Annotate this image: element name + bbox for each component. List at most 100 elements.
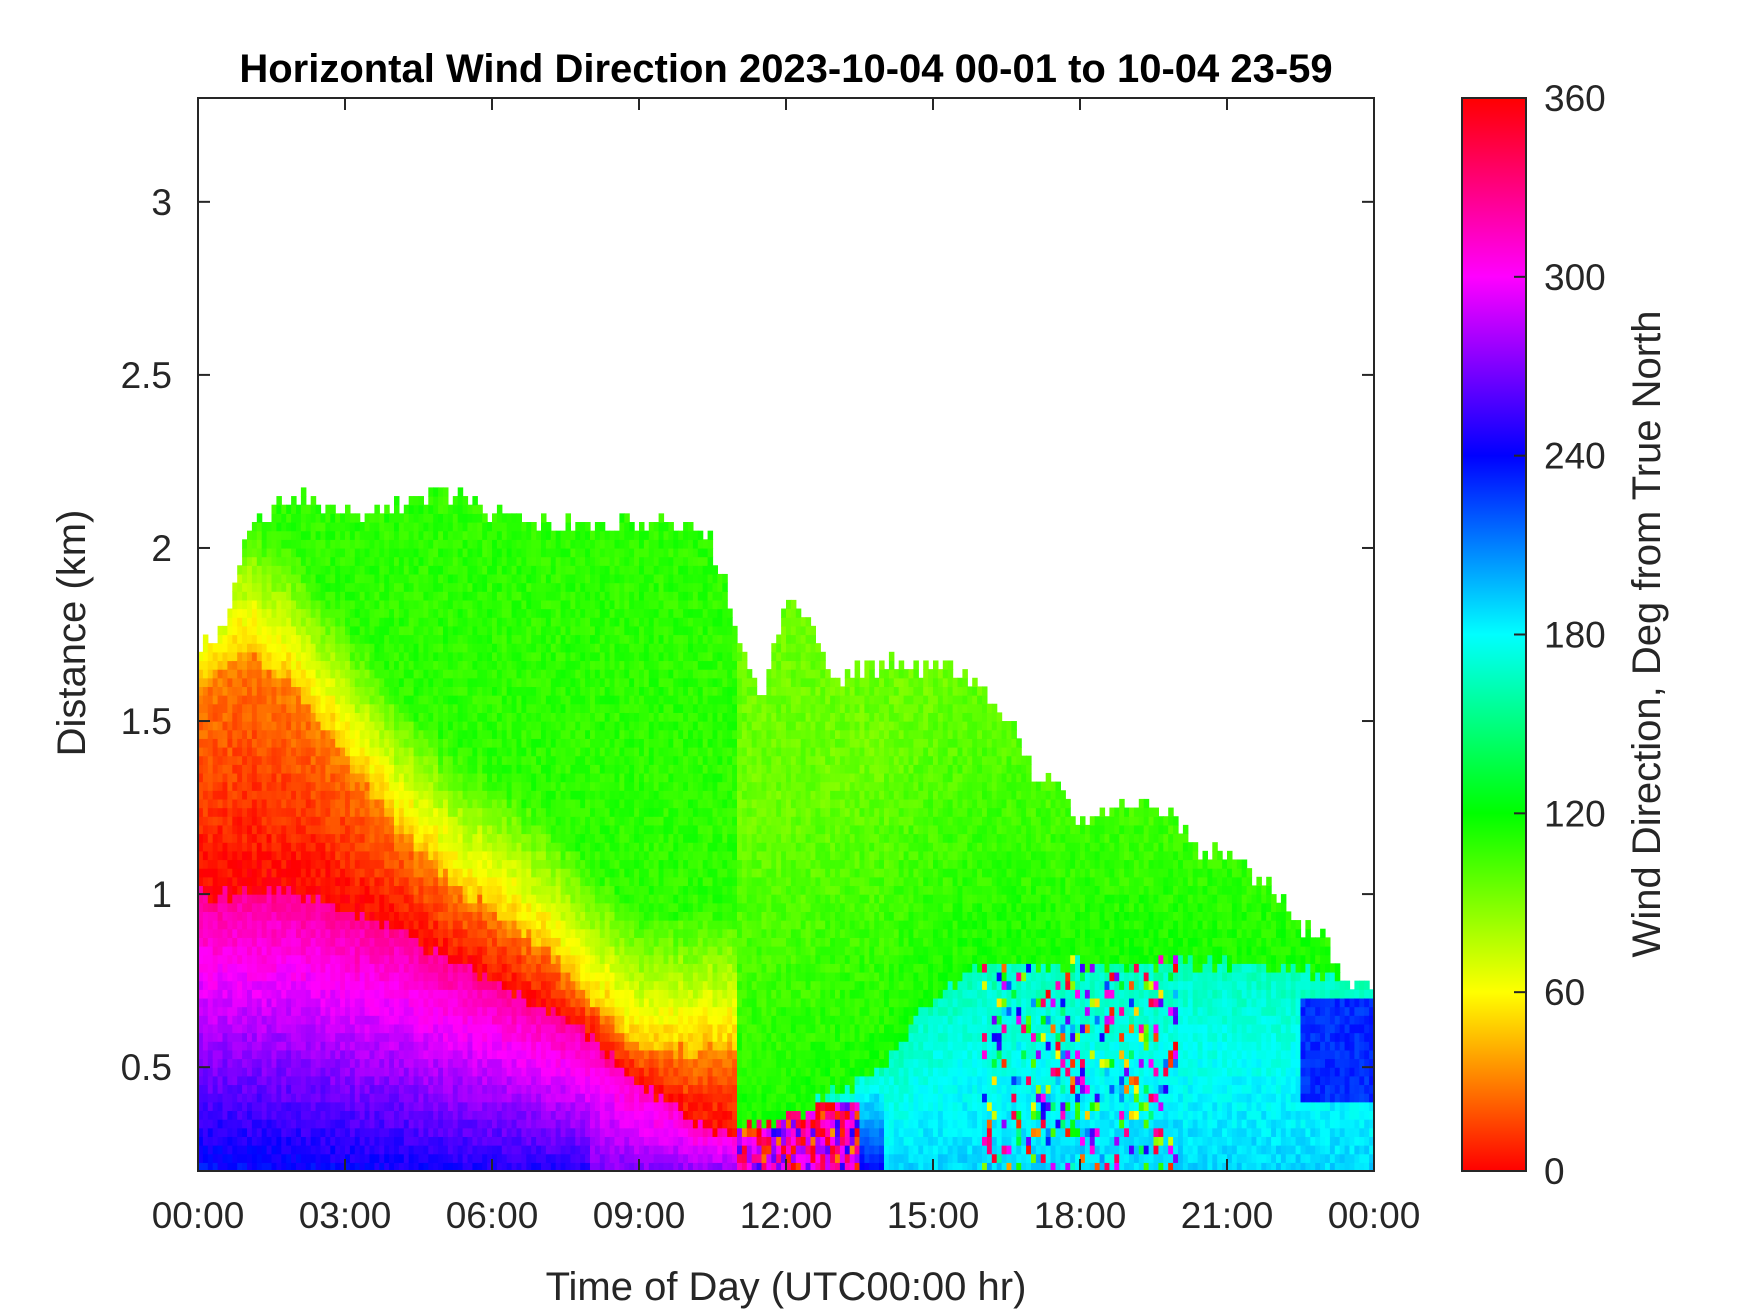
heatmap-cell — [433, 885, 439, 895]
heatmap-cell — [325, 902, 331, 912]
heatmap-cell — [315, 902, 322, 912]
heatmap-cell — [276, 764, 282, 774]
heatmap-cell — [198, 842, 204, 852]
heatmap-cell — [232, 591, 238, 601]
heatmap-cell — [237, 686, 243, 696]
heatmap-cell — [374, 599, 380, 610]
heatmap-cell — [413, 816, 420, 826]
heatmap-cell — [472, 980, 478, 990]
heatmap-cell — [310, 1041, 317, 1051]
heatmap-cell — [291, 963, 297, 973]
heatmap-cell — [291, 677, 297, 688]
heatmap-cell — [335, 859, 341, 869]
heatmap-cell — [408, 850, 415, 861]
heatmap-cell — [276, 695, 282, 705]
heatmap-cell — [242, 1023, 248, 1034]
heatmap-cell — [369, 1006, 375, 1016]
heatmap-cell — [438, 1101, 444, 1112]
heatmap-cell — [276, 1075, 282, 1086]
heatmap-cell — [511, 729, 518, 739]
heatmap-cell — [266, 1145, 273, 1155]
heatmap-cell — [482, 807, 488, 817]
heatmap-cell — [335, 530, 341, 540]
heatmap-cell — [305, 1084, 312, 1094]
heatmap-cell — [242, 816, 248, 826]
heatmap-cell — [340, 963, 346, 973]
heatmap-cell — [482, 894, 488, 904]
heatmap-cell — [349, 565, 356, 575]
heatmap-cell — [379, 807, 385, 817]
heatmap-cell — [384, 504, 390, 514]
heatmap-cell — [398, 1162, 405, 1171]
heatmap-cell — [335, 790, 341, 800]
heatmap-cell — [281, 721, 287, 731]
heatmap-cell — [516, 1049, 522, 1060]
heatmap-cell — [389, 1032, 395, 1042]
heatmap-cell — [340, 971, 346, 982]
heatmap-cell — [222, 677, 228, 688]
heatmap-cell — [286, 971, 292, 982]
heatmap-cell — [394, 894, 400, 904]
heatmap-cell — [281, 547, 287, 558]
heatmap-cell — [345, 617, 351, 627]
heatmap-cell — [286, 1136, 292, 1146]
heatmap-cell — [310, 1145, 317, 1155]
heatmap-cell — [202, 651, 209, 662]
heatmap-cell — [281, 522, 287, 532]
heatmap-cell — [286, 1058, 292, 1068]
heatmap-cell — [300, 530, 307, 540]
heatmap-cell — [492, 1006, 498, 1016]
heatmap-cell — [423, 547, 429, 558]
heatmap-cell — [305, 721, 312, 731]
heatmap-cell — [467, 625, 473, 636]
heatmap-cell — [472, 539, 478, 549]
heatmap-cell — [251, 643, 258, 653]
heatmap-cell — [256, 859, 263, 869]
heatmap-cell — [271, 1084, 277, 1094]
heatmap-cell — [212, 807, 219, 817]
heatmap-cell — [506, 755, 513, 765]
heatmap-cell — [349, 729, 356, 739]
heatmap-cell — [438, 599, 444, 610]
heatmap-cell — [266, 772, 273, 783]
heatmap-cell — [408, 946, 415, 956]
heatmap-cell — [281, 911, 287, 921]
heatmap-cell — [266, 850, 273, 861]
heatmap-cell — [222, 764, 228, 774]
heatmap-cell — [276, 625, 282, 636]
heatmap-cell — [349, 686, 356, 696]
heatmap-cell — [398, 721, 405, 731]
heatmap-cell — [345, 868, 351, 878]
heatmap-cell — [305, 842, 312, 852]
heatmap-cell — [418, 772, 424, 783]
heatmap-cell — [296, 582, 302, 592]
heatmap-cell — [354, 781, 361, 791]
heatmap-cell — [496, 928, 503, 938]
heatmap-cell — [217, 1110, 224, 1120]
heatmap-cell — [276, 997, 282, 1008]
heatmap-cell — [447, 547, 454, 558]
heatmap-cell — [320, 894, 326, 904]
heatmap-cell — [261, 928, 268, 938]
heatmap-cell — [281, 824, 287, 835]
heatmap-cell — [300, 643, 307, 653]
heatmap-cell — [482, 868, 488, 878]
heatmap-cell — [207, 1153, 214, 1163]
heatmap-cell — [369, 746, 375, 757]
heatmap-cell — [398, 911, 405, 921]
heatmap-cell — [496, 911, 503, 921]
heatmap-cell — [452, 617, 459, 627]
heatmap-cell — [379, 573, 385, 584]
heatmap-cell — [506, 599, 513, 610]
heatmap-cell — [212, 911, 219, 921]
heatmap-cell — [394, 695, 400, 705]
heatmap-cell — [492, 703, 498, 713]
heatmap-cell — [212, 894, 219, 904]
heatmap-cell — [202, 764, 209, 774]
heatmap-cell — [516, 781, 522, 791]
heatmap-cell — [237, 1058, 243, 1068]
heatmap-cell — [384, 876, 390, 887]
heatmap-cell — [276, 963, 282, 973]
heatmap-cell — [237, 746, 243, 757]
heatmap-cell — [369, 1153, 375, 1163]
